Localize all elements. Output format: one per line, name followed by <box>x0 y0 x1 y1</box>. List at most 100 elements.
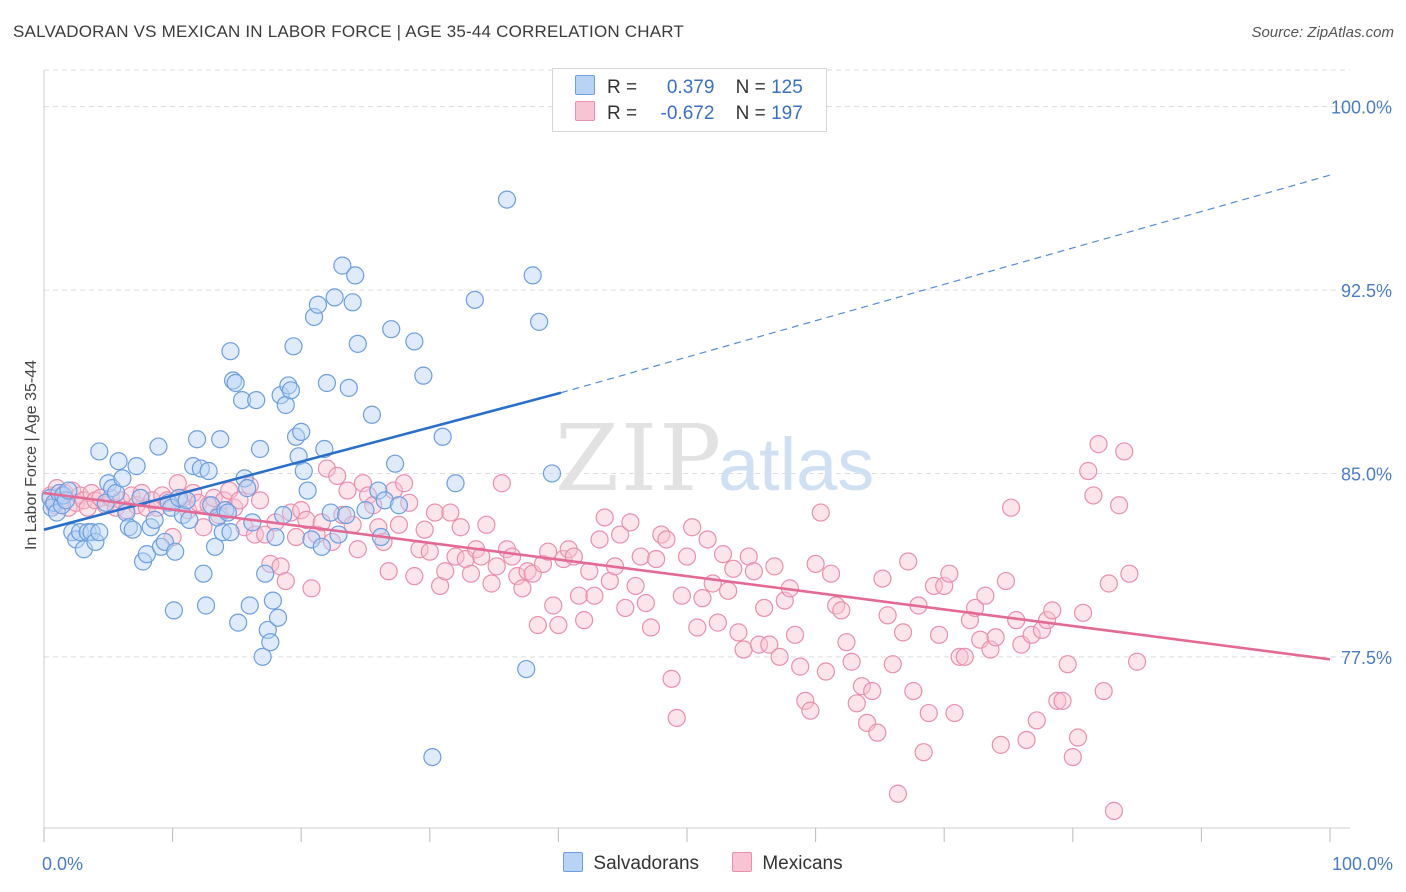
mexicans-point <box>683 518 702 537</box>
n-value-salvadorans: 125 <box>771 77 803 98</box>
mexicans-point <box>791 657 810 676</box>
n-label: N = <box>735 103 766 124</box>
mexicans-point <box>924 576 944 596</box>
mexicans-point <box>821 564 841 583</box>
y-tick-label: 100.0% <box>1331 98 1392 118</box>
salvadorans-point <box>369 481 388 500</box>
salvadorans-point <box>243 513 262 532</box>
mexicans-point <box>420 542 439 561</box>
salvadorans-point <box>517 659 536 679</box>
mexicans-point <box>708 613 727 632</box>
salvadorans-point <box>268 608 288 627</box>
mexicans-swatch <box>732 852 753 872</box>
mexicans-point <box>338 481 357 500</box>
salvadorans-point <box>284 337 303 356</box>
mexicans-point <box>1109 496 1129 515</box>
salvadorans-points <box>41 190 562 767</box>
mexicans-point <box>590 530 609 549</box>
mexicans-point <box>837 633 856 652</box>
salvadorans-point <box>238 479 257 498</box>
mexicans-point <box>585 586 604 605</box>
salvadorans-point <box>263 591 283 610</box>
mexicans-point <box>461 564 481 583</box>
mexicans-point <box>811 503 830 522</box>
mexicans-point <box>549 615 568 635</box>
salvadorans-point <box>321 503 340 522</box>
mexicans-point <box>734 640 753 659</box>
mexicans-point <box>657 530 676 549</box>
salvadorans-point <box>90 442 109 461</box>
salvadorans-point <box>194 564 213 583</box>
salvadorans-point <box>221 342 240 361</box>
r-label: R = <box>607 103 638 124</box>
mexicans-point <box>677 547 697 566</box>
salvadorans-point <box>247 390 266 410</box>
mexicans-point <box>348 540 367 559</box>
mexicans-point <box>991 735 1010 754</box>
mexicans-point <box>914 743 933 762</box>
mexicans-point <box>297 510 316 530</box>
mexicans-point <box>729 623 748 642</box>
salvadorans-point <box>530 312 549 331</box>
legend-item-mexicans[interactable]: Mexicans <box>732 852 843 875</box>
mexicans-point <box>929 625 949 644</box>
r-value-mexicans: -0.672 <box>660 103 715 124</box>
salvadorans-point <box>127 457 146 476</box>
mexicans-point <box>698 530 717 549</box>
salvadorans-point <box>343 293 362 312</box>
salvadorans-point <box>312 537 331 556</box>
mexicans-point <box>575 611 594 630</box>
salvadorans-swatch <box>575 75 595 95</box>
mexicans-point <box>503 547 522 566</box>
legend-row-mexicans: R = -0.672 N = 197 <box>575 101 803 125</box>
salvadorans-point <box>375 491 394 510</box>
salvadorans-point <box>308 295 328 314</box>
mexicans-point <box>1058 655 1077 674</box>
mexicans-point <box>785 625 805 644</box>
mexicans-point <box>893 623 913 642</box>
mexicans-point <box>796 691 815 710</box>
mexicans-point <box>816 662 835 681</box>
salvadorans-point <box>346 266 365 285</box>
source-label: Source: ZipAtlas.com <box>1251 24 1394 41</box>
mexicans-point <box>852 677 871 696</box>
y-tick-label: 92.5% <box>1341 281 1392 301</box>
mexicans-point <box>667 708 686 728</box>
mexicans-point <box>1001 498 1021 517</box>
mexicans-point <box>1053 691 1072 710</box>
salvadorans-point <box>385 454 405 473</box>
mexicans-point <box>528 615 547 635</box>
mexicans-point <box>1022 625 1041 644</box>
mexicans-point <box>405 567 424 586</box>
trend-lines <box>43 174 1331 661</box>
salvadorans-point <box>542 464 562 483</box>
mexicans-point <box>847 694 866 713</box>
mexicans-point <box>940 564 959 583</box>
salvadorans-point <box>149 437 168 456</box>
mexicans-point <box>976 586 995 605</box>
mexicans-point <box>950 647 969 666</box>
salvadorans-point <box>211 430 230 449</box>
mexicans-point <box>513 579 532 598</box>
mexicans-point <box>322 532 342 552</box>
mexicans-point <box>1073 603 1093 622</box>
mexicans-point <box>693 589 712 608</box>
mexicans-point <box>868 723 887 742</box>
legend-label-mexicans: Mexicans <box>762 853 843 874</box>
salvadorans-point <box>123 520 142 539</box>
legend-row-salvadorans: R = 0.379 N = 125 <box>575 75 803 99</box>
salvadorans-point <box>145 510 164 530</box>
y-axis-label: In Labor Force | Age 35-44 <box>23 360 40 550</box>
mexicans-point <box>904 681 923 701</box>
salvadorans-point <box>187 430 207 449</box>
salvadorans-point <box>333 256 352 275</box>
mexicans-point <box>394 474 414 493</box>
salvadorans-point <box>199 461 218 481</box>
mexicans-point <box>302 579 321 598</box>
mexicans-point <box>441 503 460 522</box>
legend-item-salvadorans[interactable]: Salvadorans <box>563 852 699 875</box>
mexicans-point <box>641 618 661 637</box>
salvadorans-point <box>180 510 199 530</box>
salvadorans-point <box>302 530 321 549</box>
mexicans-point <box>194 518 213 537</box>
